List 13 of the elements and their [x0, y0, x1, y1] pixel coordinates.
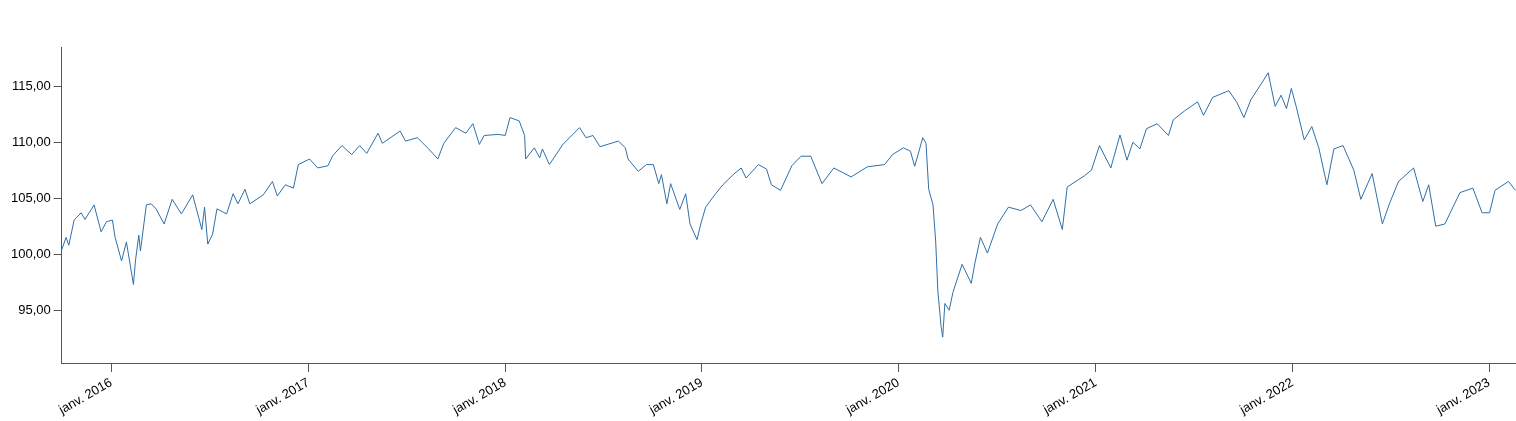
x-tick-label: janv. 2023	[1432, 374, 1493, 418]
x-tick-label: janv. 2019	[645, 374, 706, 418]
y-tick-label: 115,00	[11, 77, 51, 93]
x-tick-label: janv. 2016	[55, 374, 115, 418]
y-tick-label: 100,00	[11, 245, 51, 261]
x-tick-label: janv. 2022	[1236, 374, 1296, 418]
x-tick-label: janv. 2017	[252, 374, 312, 418]
x-tick-label: janv. 2018	[449, 374, 509, 418]
x-tick-label: janv. 2020	[842, 374, 902, 418]
y-tick-label: 105,00	[11, 189, 51, 205]
y-tick-label: 110,00	[11, 133, 51, 149]
y-tick-label: 95,00	[18, 301, 51, 317]
x-tick-label: janv. 2021	[1039, 374, 1100, 418]
